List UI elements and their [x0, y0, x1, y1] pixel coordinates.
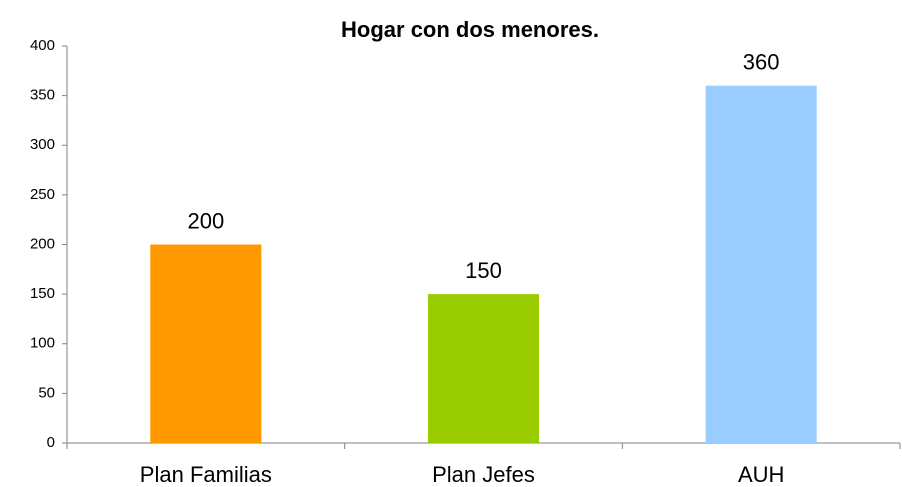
- y-tick-label: 300: [30, 136, 55, 153]
- x-tick-label: AUH: [738, 462, 784, 487]
- y-tick-label: 200: [30, 235, 55, 252]
- y-tick-label: 350: [30, 87, 55, 104]
- y-tick-label: 0: [47, 434, 55, 451]
- data-label: 200: [187, 208, 224, 233]
- bar: [150, 244, 262, 443]
- data-label: 150: [465, 258, 502, 283]
- bar: [705, 85, 817, 443]
- data-label: 360: [743, 50, 780, 75]
- x-tick-label: Plan Familias: [140, 462, 272, 487]
- bar: [427, 294, 540, 443]
- y-tick-label: 100: [30, 335, 55, 352]
- y-tick-label: 150: [30, 285, 55, 302]
- y-tick-label: 400: [30, 37, 55, 54]
- y-tick-label: 50: [38, 384, 55, 401]
- y-tick-label: 250: [30, 186, 55, 203]
- chart-title: Hogar con dos menores.: [341, 17, 599, 42]
- x-tick-label: Plan Jefes: [432, 462, 535, 487]
